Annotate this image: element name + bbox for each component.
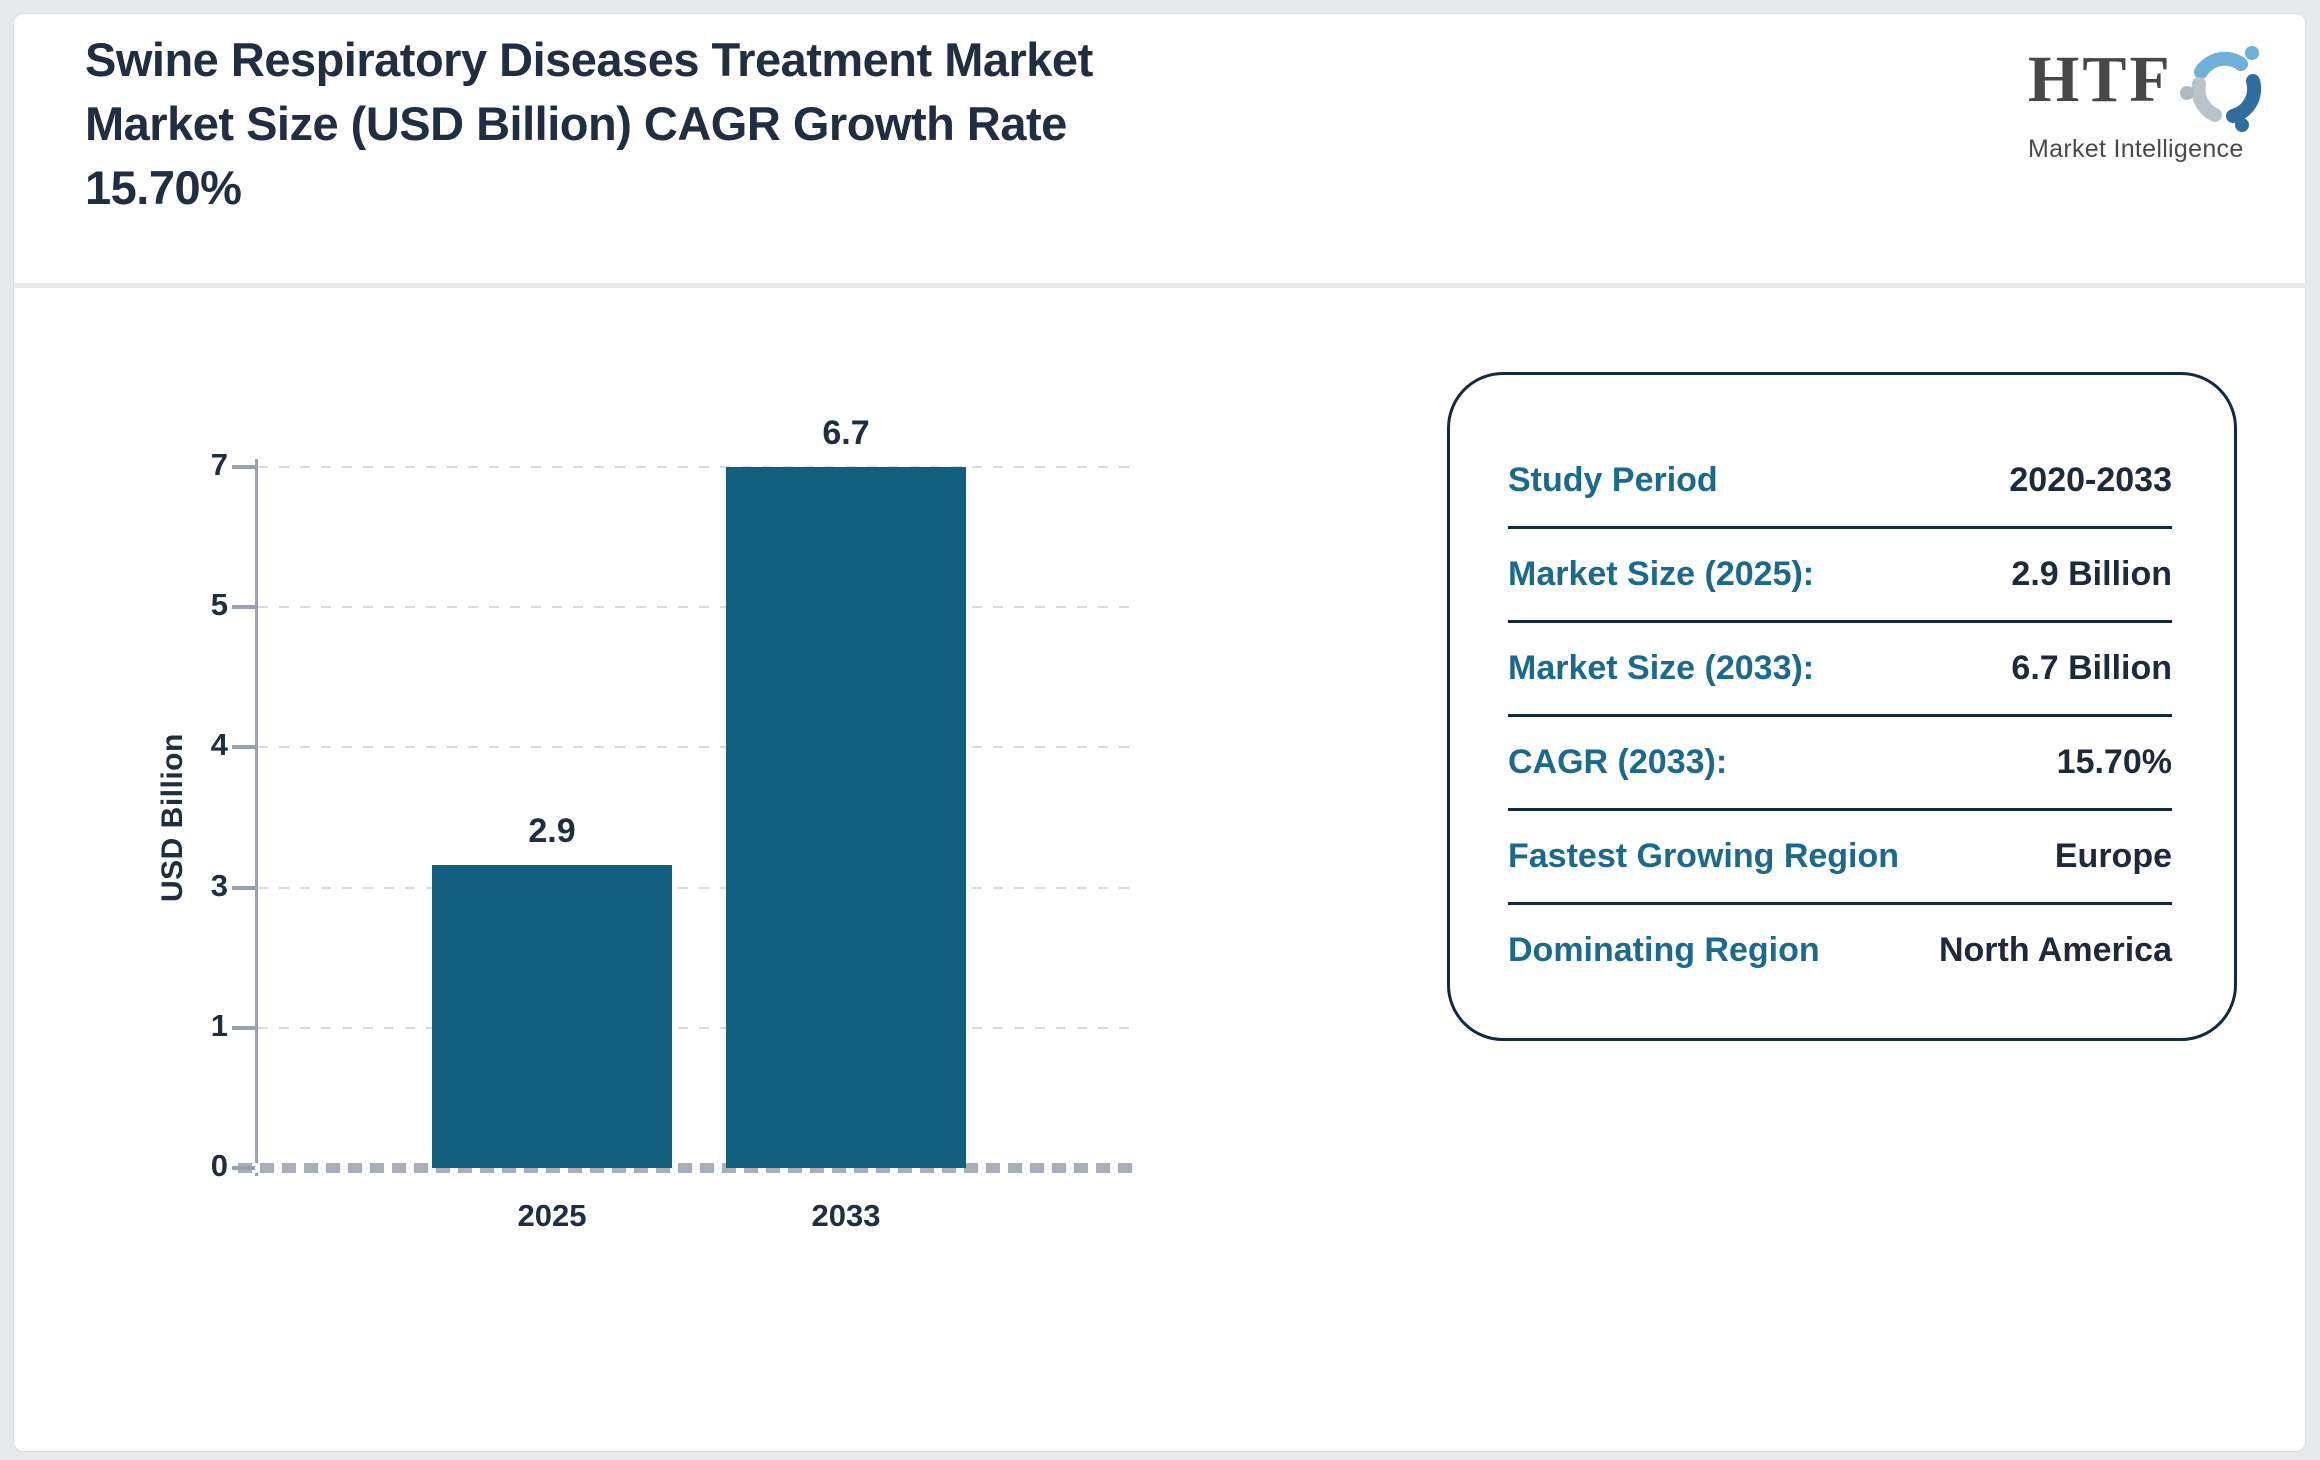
info-row-value: Europe <box>2054 837 2172 875</box>
y-axis-tick-label: 5 <box>210 587 228 623</box>
y-axis-tick <box>232 605 255 610</box>
x-axis-category-label: 2025 <box>517 1198 587 1233</box>
info-row: Study Period 2020-2033 <box>1508 435 2172 526</box>
x-axis-baseline <box>238 1163 1140 1173</box>
bar-value-label: 2.9 <box>528 811 576 850</box>
title-line-2: Market Size (USD Billion) CAGR Growth Ra… <box>85 97 1067 150</box>
info-row-value: North America <box>1938 931 2172 969</box>
info-row: Fastest Growing Region Europe <box>1508 808 2172 902</box>
gridline <box>258 1026 1140 1029</box>
htf-logo-tagline: Market Intelligence <box>2028 135 2244 163</box>
htf-logo-text: HTF <box>2028 43 2173 116</box>
title-line-3: 15.70% <box>85 161 242 214</box>
y-axis-tick-label: 7 <box>210 447 228 482</box>
y-axis-tick <box>232 745 255 750</box>
info-row-label: CAGR (2033): <box>1508 743 1728 781</box>
gridline <box>258 466 1140 468</box>
y-axis-tick <box>232 1025 255 1030</box>
y-axis-tick <box>232 885 255 890</box>
bar-value-label: 6.7 <box>822 414 870 452</box>
info-row: Market Size (2025): 2.9 Billion <box>1508 526 2172 620</box>
info-row-value: 2.9 Billion <box>2011 555 2172 593</box>
htf-logo: HTF Market Intelligence <box>2028 34 2320 164</box>
y-axis-tick-label: 4 <box>210 727 228 763</box>
bar-2033 <box>726 467 966 1168</box>
page-title: Swine Respiratory Diseases Treatment Mar… <box>85 28 1485 220</box>
x-axis-category-label: 2033 <box>811 1198 881 1233</box>
info-row-value: 2020-2033 <box>2009 461 2172 499</box>
gridline <box>258 606 1140 609</box>
plot-area: USD Billion 0 1 3 4 5 7 2.9 2025 6.7 2033 <box>156 414 1140 1233</box>
header-divider <box>14 283 2306 288</box>
info-row-value: 15.70% <box>2056 743 2172 781</box>
info-row-label: Market Size (2033): <box>1508 649 1815 687</box>
info-row-label: Dominating Region <box>1508 931 1820 969</box>
y-axis-tick-label: 3 <box>210 867 228 903</box>
info-row-label: Study Period <box>1508 461 1718 499</box>
gridline <box>258 746 1140 749</box>
info-row-label: Fastest Growing Region <box>1508 837 1900 875</box>
info-row: CAGR (2033): 15.70% <box>1508 714 2172 808</box>
info-row: Dominating Region North America <box>1508 902 2172 996</box>
y-axis-tick-label: 1 <box>210 1007 228 1043</box>
y-axis-tick <box>232 465 255 469</box>
y-axis-tick <box>232 1166 255 1170</box>
y-axis-tick-label: 0 <box>210 1148 228 1183</box>
info-row-label: Market Size (2025): <box>1508 555 1815 593</box>
bar-2025 <box>432 864 672 1168</box>
gridline <box>258 886 1140 889</box>
y-axis-title: USD Billion <box>156 733 189 902</box>
y-axis-line <box>255 459 258 1176</box>
htf-swirl-icon <box>2175 36 2275 141</box>
info-row: Market Size (2033): 6.7 Billion <box>1508 620 2172 714</box>
info-row-value: 6.7 Billion <box>2011 649 2172 687</box>
market-info-card: Study Period 2020-2033 Market Size (2025):… <box>1447 372 2237 1041</box>
title-line-1: Swine Respiratory Diseases Treatment Mar… <box>85 33 1093 86</box>
info-card-rows: Study Period 2020-2033 Market Size (2025):… <box>1508 435 2172 996</box>
